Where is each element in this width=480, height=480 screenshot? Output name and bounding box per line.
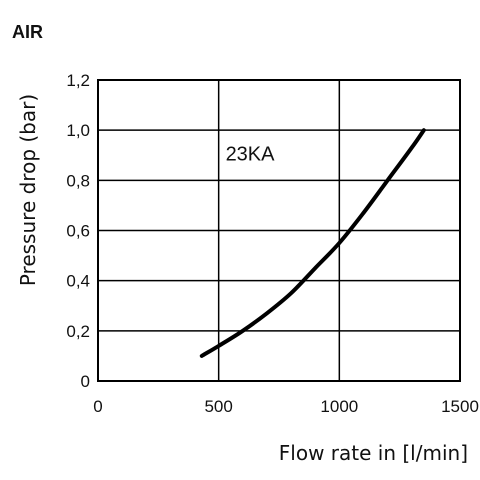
x-tick-label: 500 (204, 397, 232, 416)
x-axis-title: Flow rate in [l/min] (279, 441, 468, 465)
y-tick-label: 0,2 (66, 322, 90, 341)
y-tick-label: 0,8 (66, 171, 90, 190)
grid-lines (98, 80, 460, 381)
x-tick-labels: 0 500 1000 1500 (93, 397, 479, 416)
y-axis-title: Pressure drop (bar) (16, 94, 40, 286)
plot-frame (97, 79, 461, 382)
x-tick-label: 0 (93, 397, 102, 416)
series-line-23ka (199, 128, 426, 358)
series-label-23ka: 23KA (226, 143, 276, 165)
y-tick-label: 1,2 (66, 71, 90, 90)
x-tick-label: 1500 (441, 397, 479, 416)
chart-title: AIR (12, 22, 43, 42)
y-tick-label: 1,0 (66, 121, 90, 140)
x-tick-label: 1000 (320, 397, 358, 416)
y-tick-label: 0,4 (66, 272, 90, 291)
y-tick-label: 0 (81, 372, 90, 391)
y-tick-label: 0,6 (66, 222, 90, 241)
y-tick-labels: 0 0,2 0,4 0,6 0,8 1,0 1,2 (66, 71, 90, 391)
